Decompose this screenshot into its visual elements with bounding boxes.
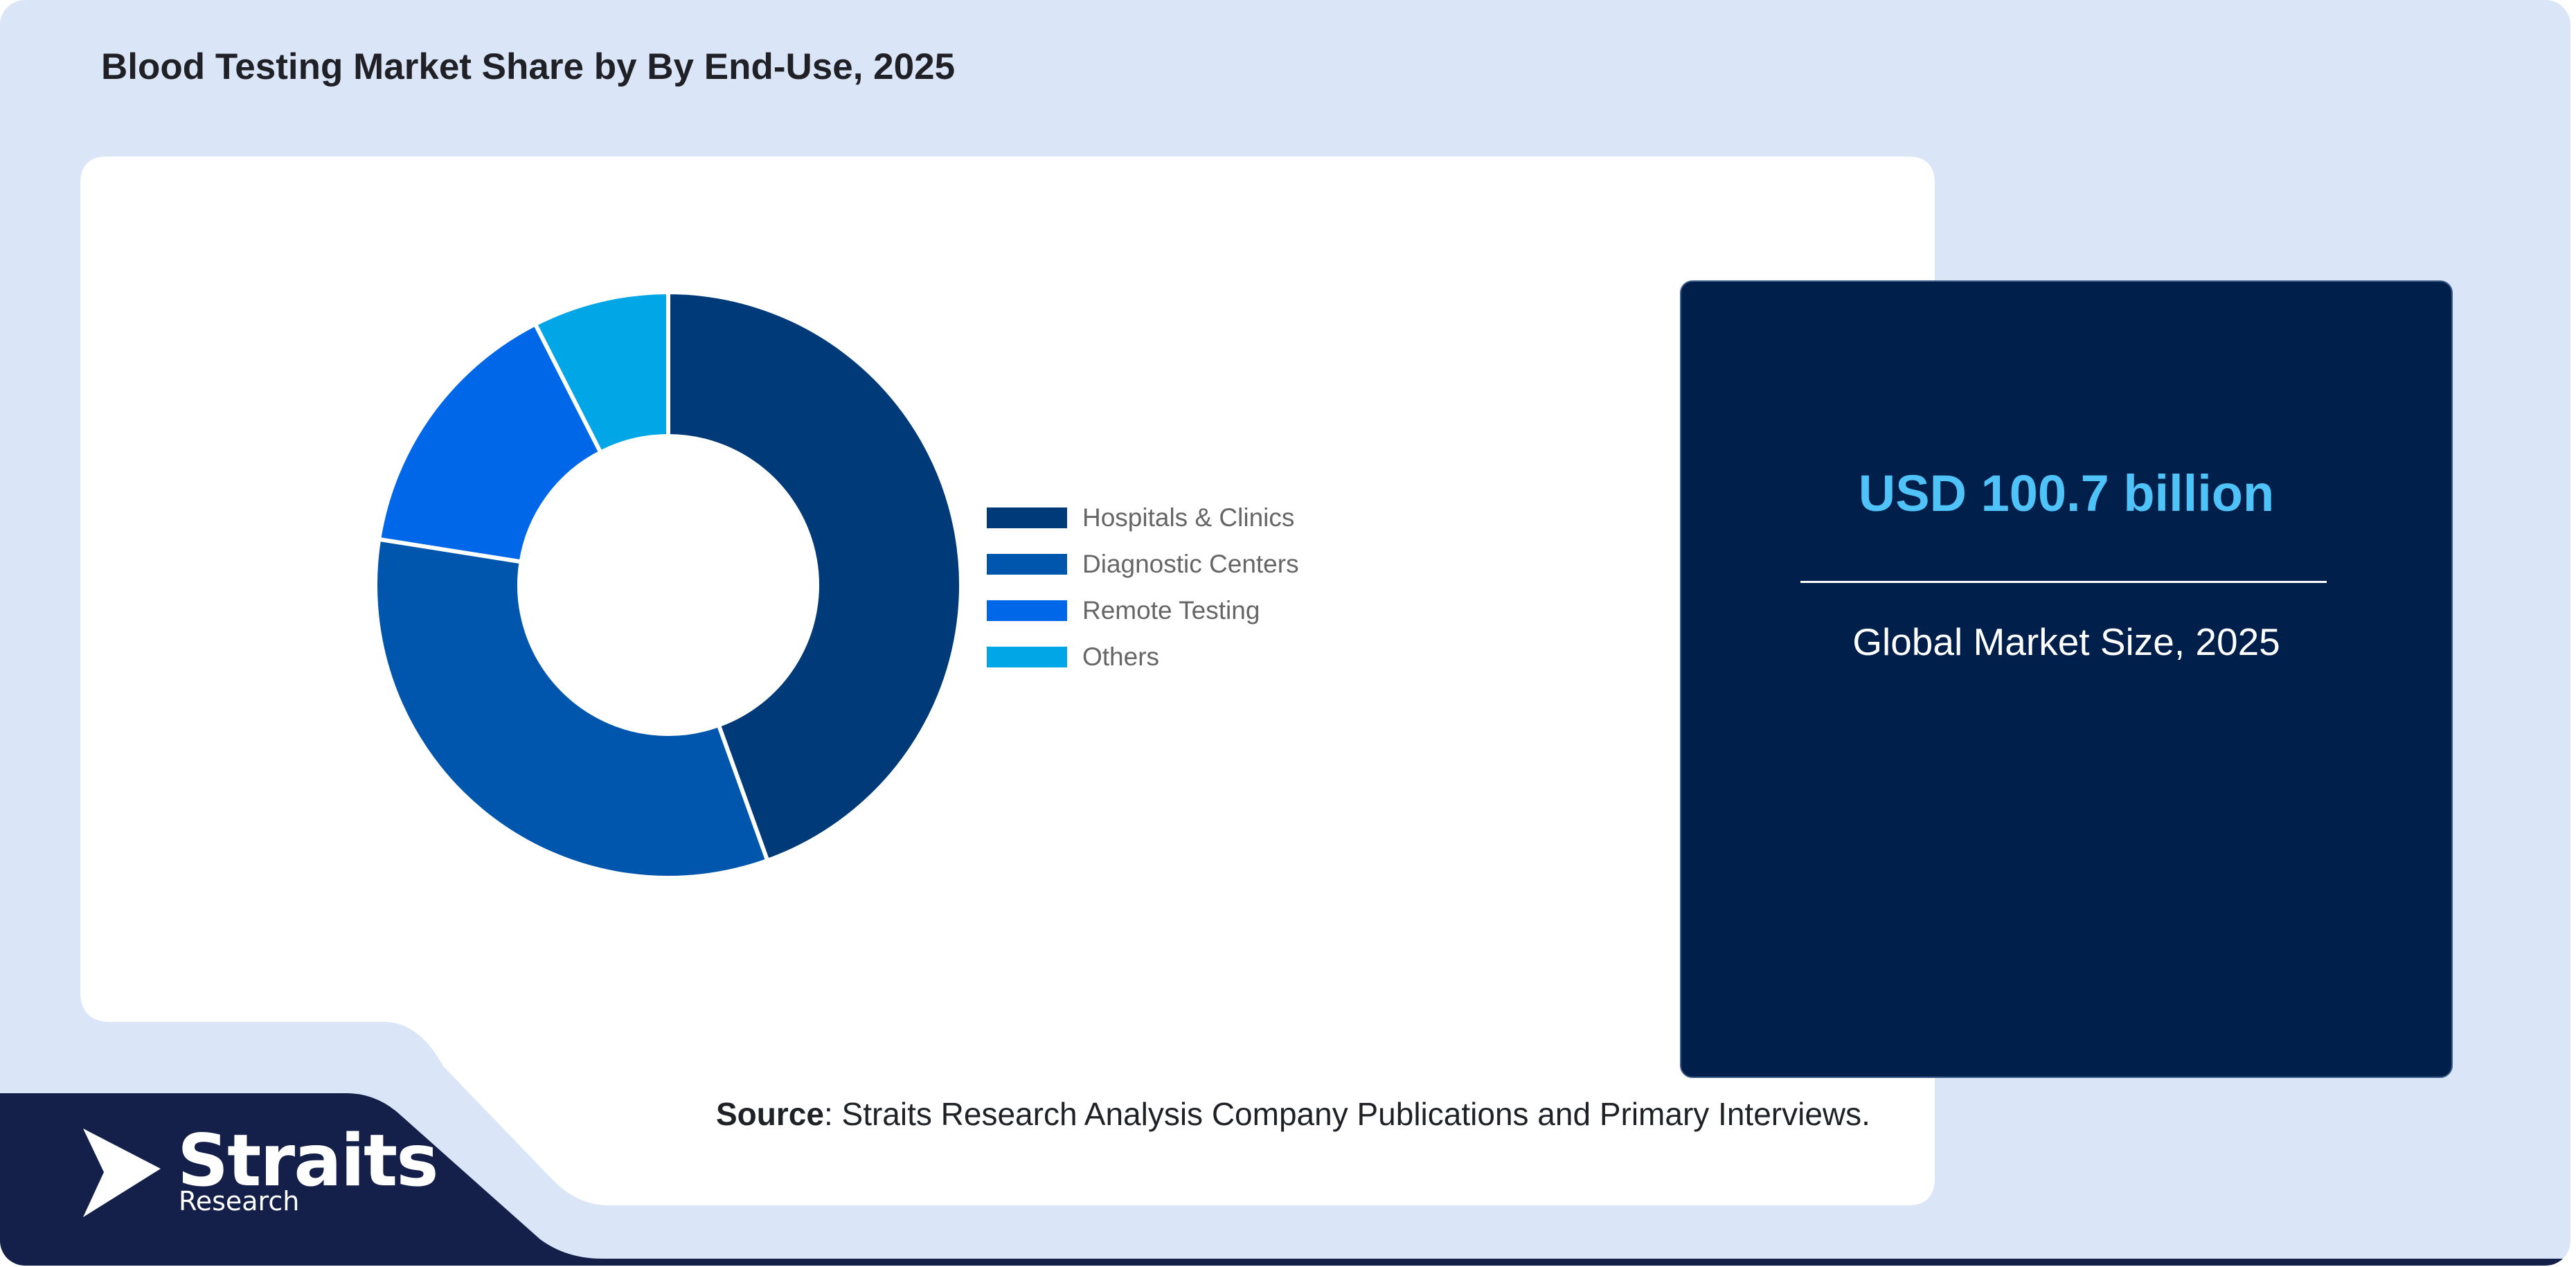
donut-slice-hospitals-clinics	[666, 289, 963, 863]
page-title: Blood Testing Market Share by By End-Use…	[101, 46, 956, 87]
legend-item: Others	[987, 634, 1299, 680]
legend-swatch	[987, 507, 1067, 528]
source-text: : Straits Research Analysis Company Publ…	[823, 1096, 1870, 1132]
legend-label: Hospitals & Clinics	[1082, 503, 1295, 532]
source-note: Source: Straits Research Analysis Compan…	[716, 1095, 1870, 1133]
legend-label: Diagnostic Centers	[1082, 549, 1299, 578]
source-prefix: Source	[716, 1096, 824, 1132]
market-size-card: USD 100.7 billion Global Market Size, 20…	[1680, 280, 2453, 1078]
market-size-value: USD 100.7 billion	[1858, 465, 2275, 522]
logo-subtitle: Research	[179, 1186, 299, 1216]
legend-item: Hospitals & Clinics	[987, 494, 1299, 541]
donut-slice-others	[532, 289, 670, 456]
chart-legend: Hospitals & Clinics Diagnostic Centers R…	[987, 494, 1299, 680]
legend-label: Remote Testing	[1082, 595, 1260, 624]
legend-item: Diagnostic Centers	[987, 541, 1299, 587]
card-divider	[1800, 581, 2327, 583]
logo-name: Straits	[177, 1120, 438, 1203]
legend-label: Others	[1082, 642, 1160, 671]
legend-item: Remote Testing	[987, 587, 1299, 634]
donut-slice-remote-testing	[376, 321, 604, 564]
donut-slice-diagnostic-centers	[373, 537, 771, 880]
logo-band-shape	[0, 1093, 2570, 1266]
market-size-label: Global Market Size, 2025	[1852, 620, 2280, 663]
donut-slices	[373, 289, 963, 880]
legend-swatch	[987, 553, 1067, 575]
logo-mark-cut-icon	[104, 1169, 161, 1180]
legend-swatch	[987, 600, 1067, 621]
legend-swatch	[987, 646, 1067, 667]
